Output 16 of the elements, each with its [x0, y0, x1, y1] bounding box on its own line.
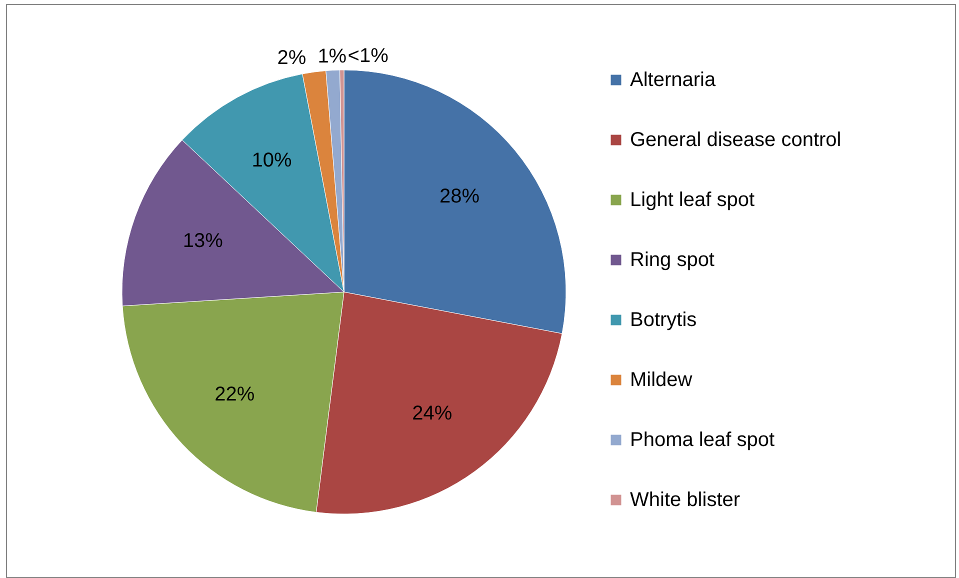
data-label: 2%	[277, 47, 306, 70]
data-label: 24%	[412, 402, 452, 424]
legend-label: White blister	[630, 489, 740, 511]
legend-label: Phoma leaf spot	[630, 429, 775, 451]
legend-label: Alternaria	[630, 69, 716, 91]
data-label: 28%	[440, 185, 480, 208]
legend-label: Ring spot	[630, 249, 715, 271]
legend-label: Mildew	[630, 369, 693, 391]
legend-label: Botrytis	[630, 309, 697, 331]
data-label: 10%	[252, 150, 292, 172]
data-label: 22%	[214, 384, 255, 406]
legend-label: General disease control	[630, 129, 842, 151]
data-label: 13%	[182, 230, 224, 252]
data-label: 1%	[318, 45, 347, 68]
data-label: <1%	[348, 45, 389, 68]
legend-label: Light leaf spot	[630, 189, 755, 211]
